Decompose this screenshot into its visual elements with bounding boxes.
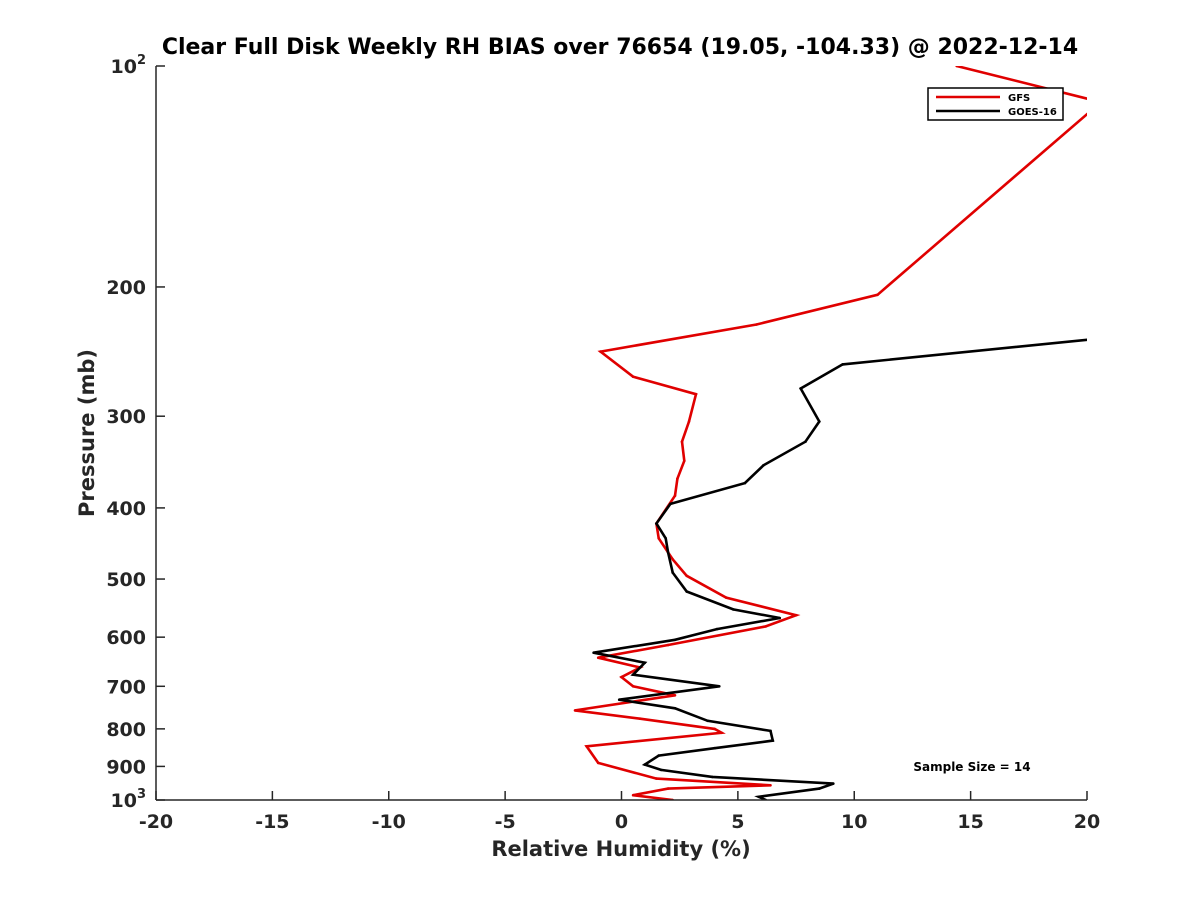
data-point-goes16	[617, 698, 621, 701]
legend: GFS GOES-16	[927, 87, 1064, 121]
x-tick-label: 5	[731, 811, 744, 833]
data-point-goes16	[657, 754, 660, 757]
x-tick-label: -5	[495, 811, 516, 833]
data-point-goes16	[769, 729, 772, 733]
series-line-gfs	[574, 66, 1087, 800]
data-point-gfs	[573, 709, 577, 712]
y-tick-label: 300	[106, 406, 146, 428]
data-point-gfs	[620, 675, 623, 679]
x-tick-label: 15	[957, 811, 983, 833]
data-point-gfs	[794, 613, 798, 617]
x-tick-label: -15	[255, 811, 289, 833]
y-tick-label: 700	[106, 676, 146, 698]
y-tick-label: 800	[106, 719, 146, 741]
data-point-goes16	[664, 537, 667, 540]
data-point-gfs	[680, 440, 684, 444]
y-tick-label: 400	[106, 498, 146, 520]
data-point-goes16	[778, 616, 782, 620]
data-point-goes16	[832, 782, 835, 785]
data-point-goes16	[841, 363, 844, 366]
data-point-goes16	[673, 638, 677, 642]
y-tick-label: 200	[106, 277, 146, 299]
data-point-gfs	[755, 323, 758, 326]
data-point-gfs	[673, 494, 677, 498]
data-point-goes16	[706, 719, 709, 723]
data-point-gfs	[720, 731, 723, 735]
data-point-goes16	[666, 551, 670, 554]
data-point-gfs	[666, 787, 670, 790]
legend-label-gfs: GFS	[1008, 93, 1030, 104]
data-point-gfs	[585, 745, 588, 748]
legend-box	[927, 87, 1064, 121]
data-point-goes16	[643, 763, 647, 766]
data-point-gfs	[764, 625, 768, 628]
data-point-goes16	[643, 661, 647, 664]
data-point-gfs	[631, 793, 635, 797]
data-point-gfs	[769, 784, 772, 787]
legend-label-goes16: GOES-16	[1008, 107, 1057, 118]
data-point-goes16	[799, 387, 802, 390]
data-point-gfs	[655, 777, 658, 780]
data-point-gfs	[599, 350, 602, 353]
data-point-gfs	[666, 643, 670, 647]
data-point-goes16	[671, 571, 674, 574]
y-tick-label: 500	[106, 569, 146, 591]
data-point-gfs	[955, 66, 958, 68]
x-tick-label: -10	[372, 811, 406, 833]
data-point-gfs	[676, 477, 679, 481]
data-point-goes16	[592, 651, 595, 654]
data-point-goes16	[669, 502, 672, 506]
data-point-goes16	[731, 608, 735, 611]
data-point-gfs	[596, 761, 600, 765]
data-point-gfs	[596, 656, 600, 659]
x-tick-label: -20	[139, 811, 173, 833]
data-point-goes16	[762, 464, 765, 467]
data-point-goes16	[715, 627, 719, 631]
x-tick-label: 0	[615, 811, 628, 833]
data-point-gfs	[673, 694, 677, 697]
data-point-goes16	[818, 420, 821, 423]
data-point-goes16	[771, 739, 775, 742]
data-point-gfs	[687, 420, 691, 423]
y-tick-label: 900	[106, 756, 146, 778]
data-point-goes16	[757, 795, 761, 799]
x-tick-label: 10	[841, 811, 867, 833]
data-point-gfs	[671, 558, 674, 561]
data-point-gfs	[631, 375, 635, 379]
data-point-goes16	[718, 685, 721, 688]
y-tick-label: 600	[106, 627, 146, 649]
x-axis-label: Relative Humidity (%)	[491, 837, 750, 861]
y-axis-label: Pressure (mb)	[75, 349, 99, 517]
data-point-goes16	[685, 590, 688, 593]
data-point-gfs	[724, 596, 728, 599]
data-point-goes16	[743, 481, 747, 485]
data-point-gfs	[876, 293, 879, 297]
data-point-gfs	[685, 574, 688, 578]
x-tick-label: 20	[1074, 811, 1100, 833]
data-point-goes16	[711, 775, 714, 779]
data-point-gfs	[631, 685, 635, 688]
data-point-goes16	[818, 787, 821, 790]
data-point-goes16	[713, 746, 716, 750]
data-point-gfs	[683, 459, 686, 463]
data-point-gfs	[694, 392, 698, 396]
chart-title: Clear Full Disk Weekly RH BIAS over 7665…	[162, 35, 1078, 60]
data-point-gfs	[638, 717, 642, 720]
data-point-goes16	[804, 440, 807, 444]
data-point-gfs	[657, 537, 660, 540]
data-point-goes16	[673, 707, 677, 710]
data-point-goes16	[631, 673, 635, 676]
sample-size-annotation: Sample Size = 14	[913, 760, 1030, 774]
x-ticks: -20 -15 -10 -5 0 5 10 15 20	[139, 791, 1100, 833]
data-point-goes16	[655, 522, 658, 525]
series-layer	[573, 66, 1087, 800]
data-point-gfs	[713, 727, 716, 731]
data-point-goes16	[659, 768, 663, 772]
